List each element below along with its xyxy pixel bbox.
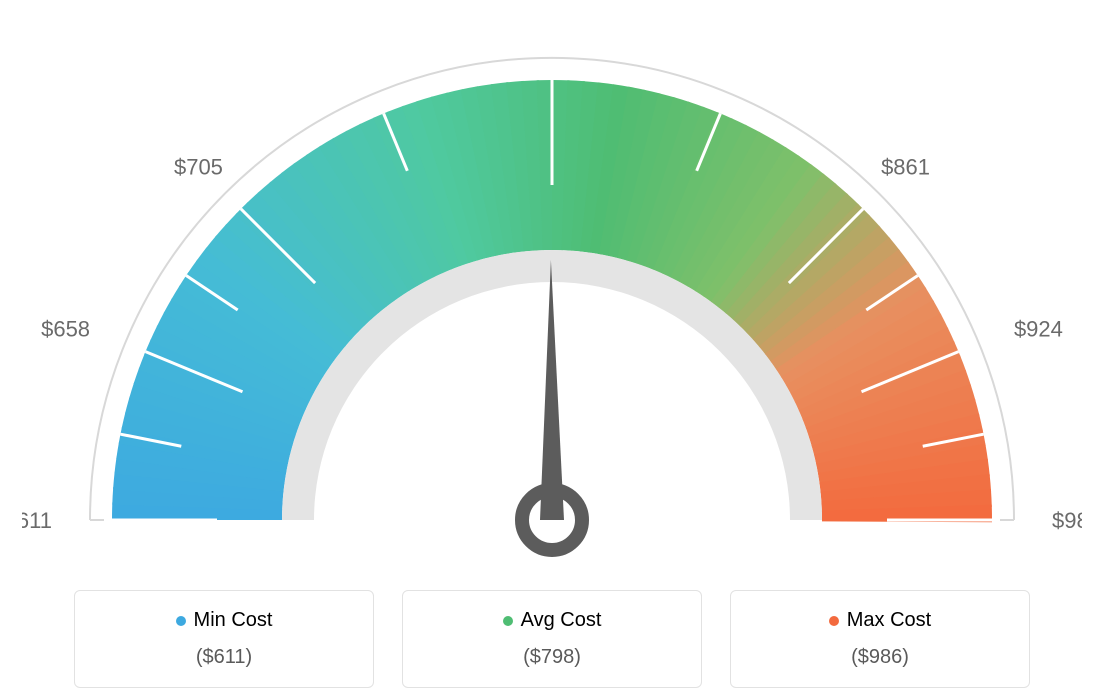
svg-text:$705: $705 [174,154,223,179]
svg-text:$924: $924 [1014,317,1063,342]
legend-label-max: Max Cost [847,609,931,632]
legend-title-min: Min Cost [176,609,273,632]
legend-title-max: Max Cost [829,609,931,632]
legend-box-max: Max Cost ($986) [730,590,1030,688]
legend-title-avg: Avg Cost [503,609,602,632]
legend-label-min: Min Cost [194,609,273,632]
legend-dot-max [829,616,839,626]
legend-dot-avg [503,616,513,626]
legend-value-avg: ($798) [403,646,701,669]
legend-value-max: ($986) [731,646,1029,669]
legend-dot-min [176,616,186,626]
svg-text:$986: $986 [1052,508,1082,533]
legend-label-avg: Avg Cost [521,609,602,632]
legend-row: Min Cost ($611) Avg Cost ($798) Max Cost… [20,590,1084,688]
gauge-svg: $611 $658 $705 $798 $861 $924 $986 [22,20,1082,560]
svg-text:$611: $611 [22,508,52,533]
legend-box-avg: Avg Cost ($798) [402,590,702,688]
gauge-chart: $611 $658 $705 $798 $861 $924 $986 [20,20,1084,560]
legend-box-min: Min Cost ($611) [74,590,374,688]
svg-text:$861: $861 [881,154,930,179]
svg-text:$658: $658 [41,317,90,342]
legend-value-min: ($611) [75,646,373,669]
svg-text:$798: $798 [528,20,577,21]
